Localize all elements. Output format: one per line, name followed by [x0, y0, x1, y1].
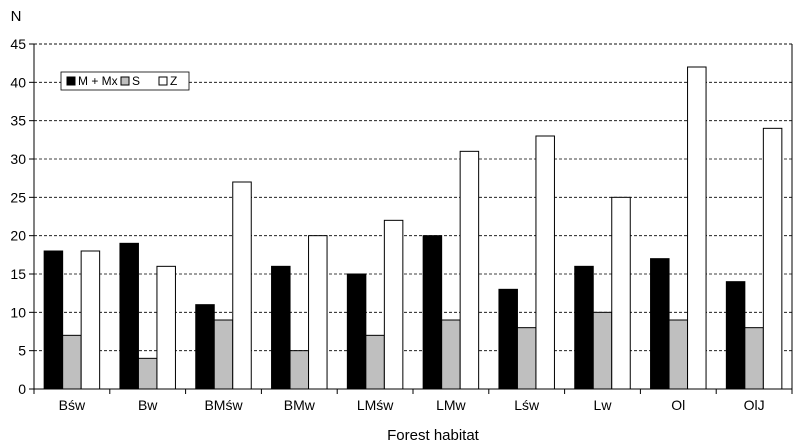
- bar-z-8: [611, 196, 631, 390]
- bar-z-5: [383, 219, 404, 390]
- x-tick-label: Lśw: [514, 397, 540, 413]
- bars: [43, 66, 783, 390]
- y-tick-label: 40: [10, 74, 26, 90]
- bar-z-1: [80, 250, 101, 390]
- bar-s-1: [62, 334, 82, 390]
- legend-swatch: [120, 76, 130, 86]
- x-tick-label: LMw: [436, 397, 466, 413]
- x-tick-labels: Bśw Bw BMśw BMw LMśw LMw Lśw Lw Ol OlJ: [33, 389, 793, 413]
- bar-s-2: [137, 357, 158, 390]
- bar-m-mx-9: [650, 258, 670, 390]
- bar-m-mx-4: [271, 265, 291, 390]
- legend-label: S: [132, 74, 140, 88]
- bar-s-7: [516, 327, 537, 390]
- y-tick-label: 0: [18, 381, 26, 397]
- bar-z-7: [535, 135, 555, 390]
- bar-m-mx-5: [346, 273, 367, 390]
- bar-m-mx-7: [498, 288, 518, 390]
- bar-s-6: [441, 319, 461, 390]
- bar-z-9: [687, 66, 707, 390]
- bar-s-3: [213, 319, 234, 390]
- legend-items: M + Mx S Z: [66, 74, 177, 88]
- bar-m-mx-3: [195, 304, 215, 390]
- y-tick-label: 10: [10, 304, 26, 320]
- y-tick-label: 25: [10, 189, 26, 205]
- bar-m-mx-10: [725, 281, 746, 390]
- bar-s-9: [668, 319, 689, 390]
- legend-label: Z: [170, 74, 177, 88]
- bar-s-5: [365, 334, 385, 390]
- bar-m-mx-6: [422, 235, 443, 390]
- legend-swatch: [66, 76, 76, 86]
- x-tick-label: BMw: [284, 397, 316, 413]
- x-axis-label: Forest habitat: [387, 427, 480, 444]
- y-tick-label: 5: [18, 343, 26, 359]
- bar-m-mx-8: [574, 265, 594, 390]
- x-tick-label: Lw: [594, 397, 613, 413]
- bar-z-2: [156, 265, 176, 390]
- y-tick-label: 15: [10, 266, 26, 282]
- bar-s-8: [592, 311, 613, 390]
- y-tick-label: 20: [10, 228, 26, 244]
- x-tick-label: LMśw: [357, 397, 394, 413]
- legend: M + Mx S Z: [60, 71, 190, 91]
- y-tick-label: 30: [10, 151, 26, 167]
- x-tick-label: OlJ: [744, 397, 765, 413]
- legend-swatch: [158, 76, 168, 86]
- legend-label: M + Mx: [78, 74, 118, 88]
- bar-z-6: [459, 150, 480, 390]
- y-axis-label: N: [11, 8, 22, 25]
- bar-m-mx-1: [43, 250, 64, 390]
- y-tick-labels: 0 5 10 15 20 25 30 35 40 45: [10, 36, 34, 397]
- bar-z-10: [762, 127, 783, 390]
- x-tick-label: Bśw: [59, 397, 86, 413]
- bar-z-3: [232, 181, 252, 390]
- bar-m-mx-2: [119, 242, 139, 390]
- x-tick-label: Ol: [671, 397, 685, 413]
- bar-z-4: [308, 235, 328, 390]
- y-tick-label: 35: [10, 113, 26, 129]
- x-tick-label: BMśw: [204, 397, 243, 413]
- bar-s-4: [289, 350, 310, 390]
- bar-s-10: [744, 327, 764, 390]
- x-tick-label: Bw: [138, 397, 158, 413]
- y-tick-label: 45: [10, 36, 26, 52]
